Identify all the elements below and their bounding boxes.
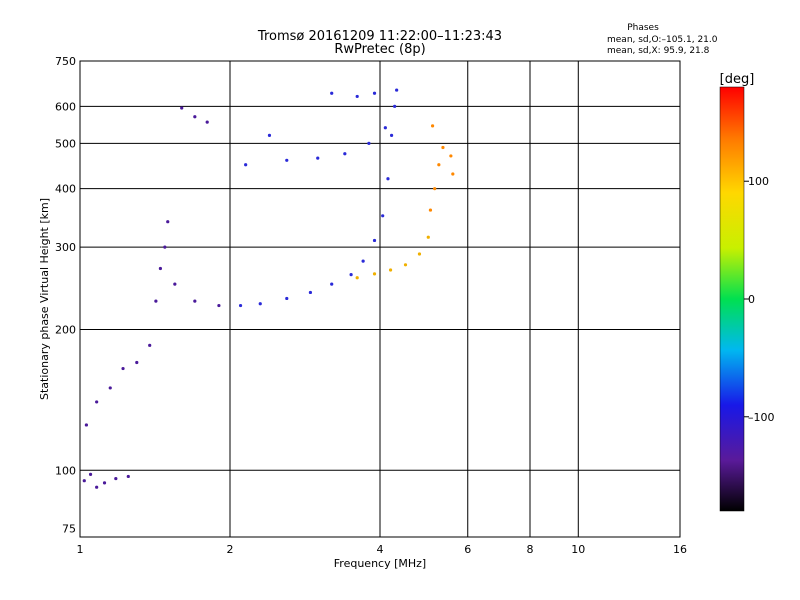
o-mode-point	[135, 360, 139, 365]
y-tick-label: 400	[55, 183, 76, 196]
x-tick-label: 16	[673, 543, 687, 556]
o-mode-point	[95, 400, 99, 404]
phases-x-mode: mean, sd,X: 95.9, 21.8	[607, 46, 710, 56]
o-mode-point	[393, 104, 397, 108]
x-mode-point	[372, 272, 377, 276]
x-mode-point	[433, 187, 437, 191]
o-mode-point	[166, 220, 170, 224]
o-mode-point	[154, 299, 158, 303]
o-mode-point	[102, 481, 107, 485]
x-axis-ticks: 1 2 4 6 8 10 16	[77, 543, 688, 556]
data-points	[82, 88, 455, 489]
x-tick-label: 6	[464, 543, 471, 556]
o-mode-point	[158, 266, 163, 271]
colorbar-tick-label: 100	[748, 175, 769, 188]
o-mode-point	[343, 152, 347, 156]
o-mode-point	[381, 214, 385, 218]
x-mode-point	[451, 172, 455, 176]
colorbar-gradient	[719, 86, 745, 512]
o-mode-point	[108, 386, 112, 390]
phases-o-mode: mean, sd,O:–105.1, 21.0	[607, 35, 718, 45]
x-mode-point	[426, 235, 430, 239]
o-mode-point	[389, 133, 394, 137]
o-mode-point	[330, 282, 334, 286]
x-mode-point	[403, 263, 408, 267]
y-axis-label: Stationary phase Virtual Height [km]	[38, 198, 51, 400]
x-axis-label: Frequency [MHz]	[334, 557, 426, 570]
y-tick-label: 200	[55, 323, 76, 336]
o-mode-point	[267, 133, 272, 137]
o-mode-point	[193, 299, 197, 303]
phases-heading: Phases	[627, 23, 659, 33]
o-mode-point	[244, 163, 248, 167]
o-mode-point	[383, 126, 387, 130]
o-mode-point	[367, 141, 371, 145]
plot-area: 1 2 4 6 8 10 16 75 100 200 300 400 500 600 750	[55, 55, 687, 556]
o-mode-point	[163, 245, 167, 249]
o-mode-point	[349, 273, 353, 277]
x-tick-label: 2	[227, 543, 234, 556]
o-mode-point	[193, 115, 197, 119]
grid	[80, 61, 680, 537]
x-mode-point	[449, 154, 453, 158]
colorbar-tick-label: –100	[748, 411, 775, 424]
o-mode-point	[126, 474, 130, 479]
y-tick-label: 100	[55, 464, 76, 477]
o-mode-point	[84, 423, 88, 427]
o-mode-point	[205, 120, 209, 124]
o-mode-point	[308, 290, 313, 295]
x-mode-point	[355, 276, 359, 280]
o-mode-point	[361, 259, 365, 263]
y-tick-label: 300	[55, 241, 76, 254]
o-mode-point	[372, 238, 377, 243]
y-tick-label: 750	[55, 55, 76, 68]
o-mode-point	[180, 106, 184, 110]
o-mode-point	[258, 302, 262, 306]
x-mode-point	[388, 268, 393, 272]
o-mode-point	[217, 303, 221, 308]
x-mode-point	[430, 124, 435, 128]
chart-title: Tromsø 20161209 11:22:00–11:23:43	[257, 29, 502, 44]
colorbar-tick-label: 0	[748, 293, 755, 306]
o-mode-point	[88, 472, 93, 476]
o-mode-point	[386, 177, 390, 181]
o-mode-point	[285, 158, 289, 162]
x-mode-point	[417, 252, 422, 256]
o-mode-point	[330, 91, 334, 95]
x-mode-point	[437, 163, 441, 167]
o-mode-point	[316, 156, 320, 160]
o-mode-point	[82, 479, 86, 483]
chart-subtitle: RwPretec (8p)	[334, 42, 425, 57]
y-tick-label: 600	[55, 100, 76, 113]
o-mode-point	[95, 485, 99, 489]
x-tick-label: 1	[77, 543, 84, 556]
x-mode-point	[441, 145, 445, 150]
o-mode-point	[372, 91, 377, 95]
y-tick-label: 500	[55, 137, 76, 150]
x-tick-label: 8	[527, 543, 534, 556]
y-axis-ticks: 75 100 200 300 400 500 600 750	[55, 55, 76, 536]
o-mode-point	[114, 476, 118, 481]
o-mode-point	[148, 343, 152, 347]
x-tick-label: 4	[377, 543, 384, 556]
colorbar: [deg] 100 0 –100	[719, 72, 775, 512]
colorbar-unit-label: [deg]	[720, 72, 755, 87]
o-mode-point	[238, 303, 243, 308]
o-mode-point	[173, 282, 177, 286]
o-mode-point	[355, 94, 359, 99]
y-tick-label: 75	[62, 523, 76, 536]
x-mode-point	[428, 208, 433, 212]
colorbar-ticks: 100 0 –100	[744, 175, 775, 424]
x-tick-label: 10	[571, 543, 585, 556]
o-mode-point	[285, 296, 289, 301]
o-mode-point	[121, 366, 125, 371]
o-mode-point	[395, 88, 399, 92]
